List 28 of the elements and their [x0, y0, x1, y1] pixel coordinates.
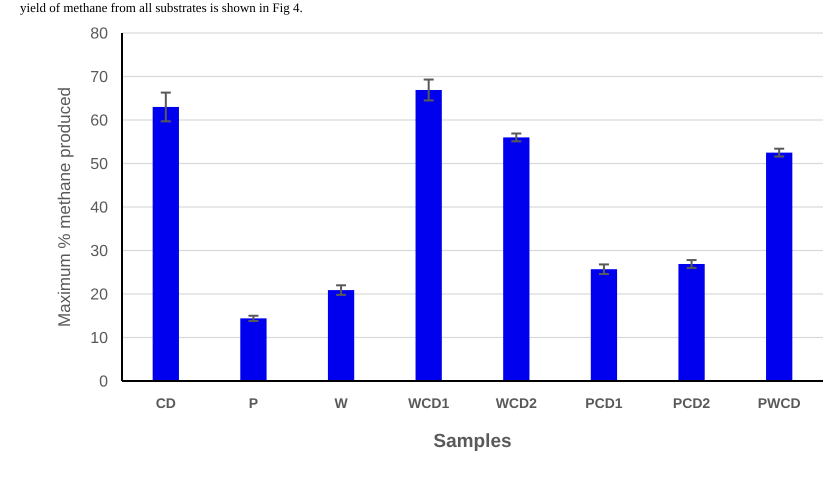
y-tick-label: 10: [90, 330, 108, 348]
x-tick-label: CD: [156, 395, 176, 411]
x-tick-label: PCD1: [585, 395, 623, 411]
y-tick-label: 40: [90, 200, 108, 217]
bar: [328, 290, 354, 381]
x-tick-label: P: [248, 395, 258, 411]
x-tick-label: W: [334, 395, 348, 411]
bar: [590, 269, 618, 381]
x-tick-label: PWCD: [758, 395, 801, 411]
text: yield of methane from all substrates is shown in Fig 4.: [20, 0, 303, 15]
x-tick-label: WCD2: [496, 395, 538, 411]
bar: [240, 318, 267, 381]
y-axis-title: Maximum % methane produced: [55, 86, 74, 328]
y-tick-label: 30: [90, 243, 108, 260]
bar: [152, 106, 179, 381]
x-tick-label: WCD1: [408, 395, 450, 411]
y-tick-label: 80: [90, 26, 108, 43]
bar: [416, 90, 442, 381]
y-tick-label: 0: [99, 374, 108, 391]
y-tick-label: 60: [90, 112, 108, 130]
bar: [766, 152, 792, 381]
y-tick-label: 70: [90, 69, 108, 86]
bar: [678, 264, 705, 381]
x-axis-title: Samples: [433, 431, 512, 452]
y-tick-label: 20: [90, 286, 108, 304]
bar: [503, 137, 530, 381]
x-tick-label: PCD2: [672, 395, 710, 411]
y-tick-label: 50: [90, 156, 108, 174]
